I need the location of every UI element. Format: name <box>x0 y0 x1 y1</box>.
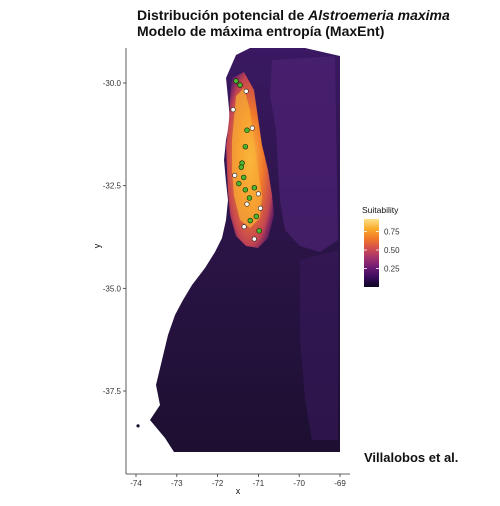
map-title-line-1: Distribución potencial de Alstroemeria m… <box>137 7 450 23</box>
occurrence-point-white <box>243 88 249 94</box>
occurrence-point-white <box>249 125 255 131</box>
x-tick-label: -73 <box>171 479 183 488</box>
occurrence-point-green <box>238 164 244 170</box>
occurrence-point-white <box>251 236 257 242</box>
x-axis-title: x <box>236 486 241 496</box>
x-tick-label: -69 <box>334 479 346 488</box>
x-tick-label: -74 <box>130 479 142 488</box>
legend-tick-label: 0.50 <box>384 246 400 255</box>
occurrence-point-white <box>255 191 261 197</box>
legend-tick-label: 0.75 <box>384 228 400 237</box>
map-title-line-2: Modelo de máxima entropía (MaxEnt) <box>137 23 384 39</box>
occurrence-point-green <box>237 82 243 88</box>
y-axis-ticks: -30.0 -32.5 -35.0 -37.5 <box>103 79 126 396</box>
suitability-raster <box>150 48 340 452</box>
legend-ticks: 0.75 0.50 0.25 <box>364 228 400 274</box>
occurrence-point-white <box>241 224 247 230</box>
legend-title: Suitability <box>362 205 399 215</box>
occurrence-points <box>230 78 263 242</box>
x-tick-label: -71 <box>253 479 265 488</box>
x-tick-label: -70 <box>293 479 305 488</box>
andes-highlands-south <box>300 250 338 440</box>
island-dot <box>136 424 140 428</box>
island-feature <box>136 424 140 428</box>
occurrence-point-green <box>247 217 253 224</box>
y-tick-label: -32.5 <box>103 182 122 191</box>
occurrence-point-green <box>244 127 250 133</box>
author-credit: Villalobos et al. <box>364 450 458 465</box>
occurrence-point-white <box>230 107 236 113</box>
occurrence-point-green <box>242 143 249 150</box>
occurrence-point-white <box>257 205 263 211</box>
occurrence-point-green <box>233 78 239 84</box>
andes-highlands <box>270 56 338 252</box>
occurrence-point-green <box>246 195 253 201</box>
x-axis-ticks: -74 -73 -72 -71 -70 -69 <box>130 474 346 488</box>
occurrence-point-green <box>253 213 260 220</box>
legend-tick-label: 0.25 <box>384 265 400 274</box>
legend-colorbar <box>364 219 379 287</box>
occurrence-point-green <box>236 180 242 187</box>
y-tick-label: -30.0 <box>103 79 122 88</box>
occurrence-point-green <box>251 185 258 191</box>
occurrence-point-white <box>244 201 250 207</box>
occurrence-point-green <box>256 228 262 234</box>
x-tick-label: -72 <box>212 479 224 488</box>
occurrence-point-green <box>242 187 249 193</box>
occurrence-point-green <box>241 174 247 181</box>
y-axis-title: y <box>92 243 102 248</box>
y-tick-label: -37.5 <box>103 387 122 396</box>
y-tick-label: -35.0 <box>103 284 122 293</box>
suitable-zone-core <box>232 88 262 228</box>
occurrence-point-white <box>232 172 238 178</box>
